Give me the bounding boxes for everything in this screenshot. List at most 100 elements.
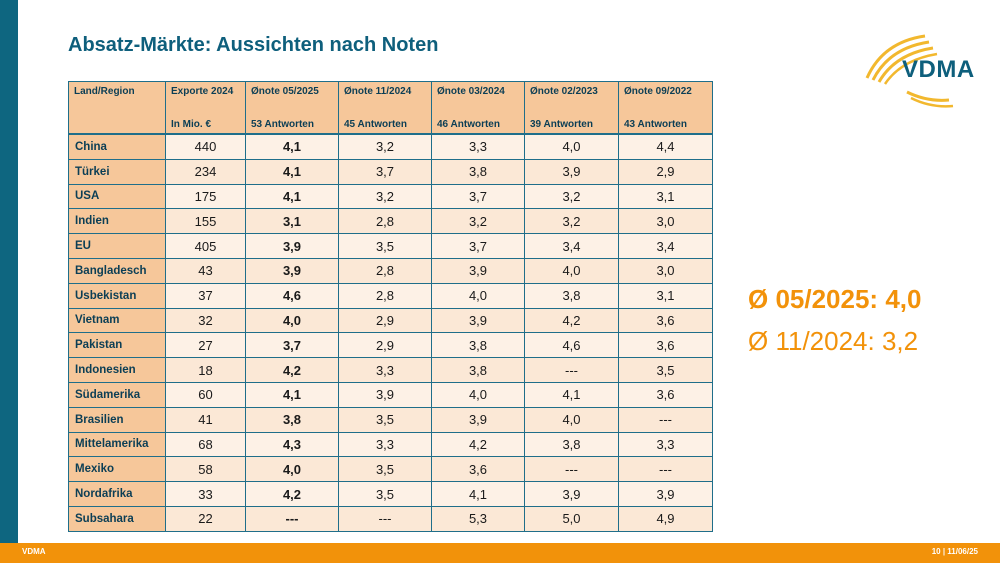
cell-note-0922: 3,4 xyxy=(618,233,713,259)
cell-exports: 440 xyxy=(165,133,246,160)
table-row: Indien 155 3,1 2,8 3,2 3,2 3,0 xyxy=(68,208,713,235)
cell-note-1124: 2,8 xyxy=(338,282,432,309)
cell-exports: 22 xyxy=(165,505,246,532)
cell-note-0922: 3,0 xyxy=(618,208,713,235)
cell-note-0324: 4,2 xyxy=(431,431,525,458)
cell-note-0922: 3,3 xyxy=(618,431,713,458)
cell-note-1124: 3,5 xyxy=(338,233,432,259)
cell-note-1124: 3,7 xyxy=(338,158,432,185)
cell-note-0922: --- xyxy=(618,406,713,433)
cell-note-0324: 3,3 xyxy=(431,133,525,160)
col-header-region: Land/Region xyxy=(68,81,166,108)
col-header-note-0525: Ønote 05/2025 xyxy=(245,81,339,108)
cell-note-0223: --- xyxy=(524,357,619,383)
footer-bar: VDMA 10 | 11/06/25 xyxy=(0,543,1000,563)
col-header-note-1124: Ønote 11/2024 xyxy=(338,81,432,108)
cell-note-0324: 3,9 xyxy=(431,307,525,334)
cell-note-0324: 3,8 xyxy=(431,332,525,359)
cell-note-0223: 3,9 xyxy=(524,481,619,507)
cell-region: Brasilien xyxy=(68,406,166,433)
cell-region: Mittelamerika xyxy=(68,431,166,458)
cell-region: Indien xyxy=(68,208,166,235)
cell-note-0922: 3,1 xyxy=(618,282,713,309)
col-header-note-0922: Ønote 09/2022 xyxy=(618,81,713,108)
cell-region: Usbekistan xyxy=(68,282,166,309)
summary-previous-average: Ø 11/2024: 3,2 xyxy=(748,326,919,356)
table-row: Usbekistan 37 4,6 2,8 4,0 3,8 3,1 xyxy=(68,282,713,309)
cell-note-0324: 4,1 xyxy=(431,481,525,507)
cell-exports: 68 xyxy=(165,431,246,458)
cell-note-0324: 3,9 xyxy=(431,257,525,284)
table-subheader-row: In Mio. € 53 Antworten 45 Antworten 46 A… xyxy=(68,108,713,135)
cell-note-0922: --- xyxy=(618,456,713,483)
cell-note-0525: 3,1 xyxy=(245,208,339,235)
cell-note-0525: 4,1 xyxy=(245,183,339,210)
cell-note-0922: 4,9 xyxy=(618,505,713,532)
cell-note-0525: 4,3 xyxy=(245,431,339,458)
col-subheader-note-0223: 39 Antworten xyxy=(524,108,619,135)
cell-region: Subsahara xyxy=(68,505,166,532)
cell-note-0223: 5,0 xyxy=(524,505,619,532)
cell-exports: 33 xyxy=(165,481,246,507)
cell-note-0525: 4,0 xyxy=(245,456,339,483)
table-row: EU 405 3,9 3,5 3,7 3,4 3,4 xyxy=(68,233,713,259)
cell-note-0324: 3,2 xyxy=(431,208,525,235)
col-subheader-note-0525: 53 Antworten xyxy=(245,108,339,135)
cell-note-0922: 3,0 xyxy=(618,257,713,284)
cell-exports: 18 xyxy=(165,357,246,383)
col-subheader-note-1124: 45 Antworten xyxy=(338,108,432,135)
cell-note-0223: 4,0 xyxy=(524,406,619,433)
table-row: Subsahara 22 --- --- 5,3 5,0 4,9 xyxy=(68,505,713,532)
cell-note-0324: 3,7 xyxy=(431,183,525,210)
cell-note-0922: 3,9 xyxy=(618,481,713,507)
cell-exports: 41 xyxy=(165,406,246,433)
footer-brand: VDMA xyxy=(22,547,46,556)
left-accent-bar xyxy=(0,0,18,563)
cell-note-1124: 3,2 xyxy=(338,133,432,160)
table-row: Indonesien 18 4,2 3,3 3,8 --- 3,5 xyxy=(68,357,713,383)
cell-note-1124: 3,5 xyxy=(338,456,432,483)
vdma-logo: VDMA xyxy=(855,30,975,110)
cell-note-0525: 4,1 xyxy=(245,133,339,160)
cell-exports: 32 xyxy=(165,307,246,334)
cell-note-0324: 3,9 xyxy=(431,406,525,433)
table-row: China 440 4,1 3,2 3,3 4,0 4,4 xyxy=(68,133,713,160)
cell-region: Bangladesch xyxy=(68,257,166,284)
cell-note-0223: 4,1 xyxy=(524,381,619,408)
cell-note-0922: 4,4 xyxy=(618,133,713,160)
cell-note-0223: 4,0 xyxy=(524,133,619,160)
cell-note-0324: 4,0 xyxy=(431,381,525,408)
cell-note-1124: 3,5 xyxy=(338,406,432,433)
cell-note-0525: 3,8 xyxy=(245,406,339,433)
page-title: Absatz-Märkte: Aussichten nach Noten xyxy=(68,34,439,56)
cell-note-0525: 4,1 xyxy=(245,381,339,408)
table-body: China 440 4,1 3,2 3,3 4,0 4,4 Türkei 234 4,1 3,7 3,… xyxy=(68,133,713,532)
table-row: USA 175 4,1 3,2 3,7 3,2 3,1 xyxy=(68,183,713,210)
table-row: Mexiko 58 4,0 3,5 3,6 --- --- xyxy=(68,456,713,483)
cell-note-1124: 3,2 xyxy=(338,183,432,210)
col-header-note-0324: Ønote 03/2024 xyxy=(431,81,525,108)
cell-note-0922: 2,9 xyxy=(618,158,713,185)
cell-exports: 155 xyxy=(165,208,246,235)
table-row: Brasilien 41 3,8 3,5 3,9 4,0 --- xyxy=(68,406,713,433)
cell-note-1124: 3,3 xyxy=(338,431,432,458)
table-row: Bangladesch 43 3,9 2,8 3,9 4,0 3,0 xyxy=(68,257,713,284)
cell-note-0525: 4,0 xyxy=(245,307,339,334)
cell-note-1124: 3,9 xyxy=(338,381,432,408)
cell-exports: 43 xyxy=(165,257,246,284)
cell-note-1124: --- xyxy=(338,505,432,532)
table-row: Nordafrika 33 4,2 3,5 4,1 3,9 3,9 xyxy=(68,481,713,507)
cell-note-0525: 4,2 xyxy=(245,481,339,507)
cell-note-1124: 3,3 xyxy=(338,357,432,383)
cell-region: China xyxy=(68,133,166,160)
logo-text: VDMA xyxy=(902,56,975,83)
cell-note-0223: 3,8 xyxy=(524,282,619,309)
cell-note-1124: 3,5 xyxy=(338,481,432,507)
cell-exports: 37 xyxy=(165,282,246,309)
cell-note-1124: 2,9 xyxy=(338,332,432,359)
cell-note-0324: 5,3 xyxy=(431,505,525,532)
cell-exports: 27 xyxy=(165,332,246,359)
cell-region: Nordafrika xyxy=(68,481,166,507)
logo-arcs-icon xyxy=(865,34,954,108)
table-header-row: Land/Region Exporte 2024 Ønote 05/2025 Ø… xyxy=(68,81,713,108)
